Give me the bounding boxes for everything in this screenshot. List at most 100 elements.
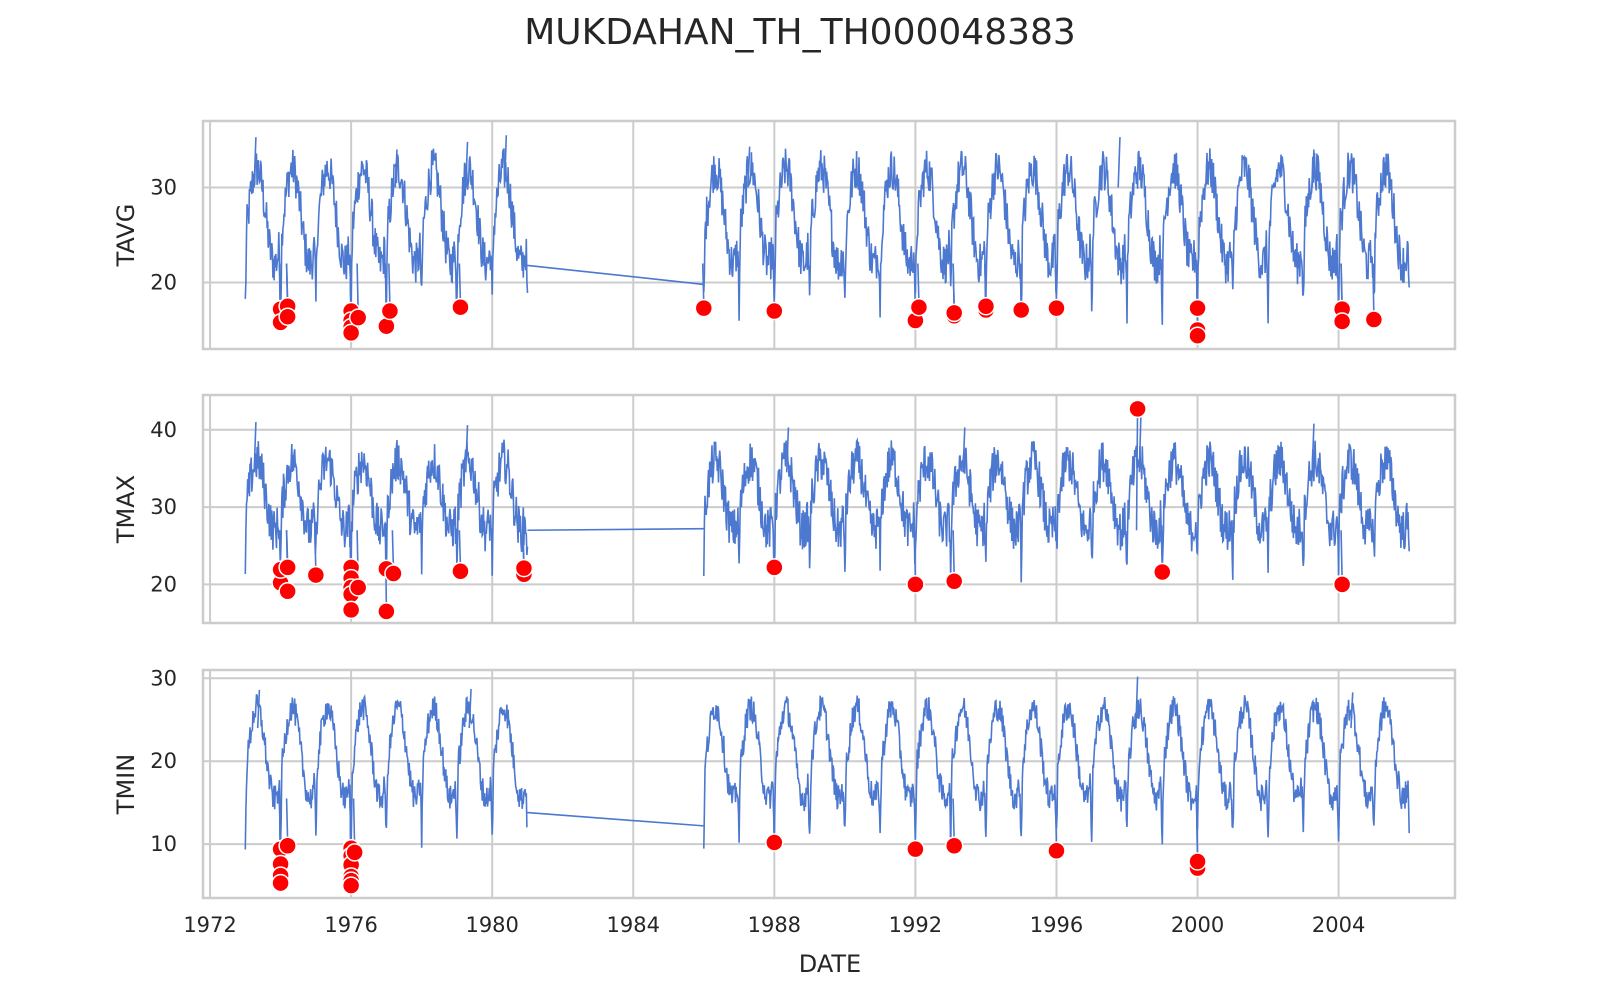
outlier-point [1188,852,1207,871]
outlier-point [306,565,326,585]
series-dip [1340,530,1343,581]
series-dip [772,798,776,839]
outlier-point [377,316,396,336]
outlier-point [1332,575,1352,594]
outlier-point [345,843,364,862]
outlier-point [348,578,368,597]
outlier-point [1011,300,1031,320]
outlier-point [694,298,714,318]
outlier-point [909,297,929,317]
y-tick-label: 20 [150,271,177,295]
outlier-point [944,572,964,591]
series-peak [503,135,508,188]
series-dip [913,530,917,581]
chart-title: MUKDAHAN_TH_TH000048383 [524,12,1076,53]
series-dip [278,530,282,566]
x-tick-label: 2004 [1312,913,1365,937]
y-tick-label: 30 [150,495,177,519]
series-gap-line [527,527,704,532]
subplot-tmax: 20 30 40 TMAX [112,393,1457,625]
series-dip [1054,798,1058,847]
series-dip [772,530,776,564]
series-dip [952,530,955,578]
series-peak [1350,692,1354,729]
series-peak [468,689,472,729]
y-axis-label: TMIN [112,754,140,815]
series-dip [952,798,955,842]
outlier-point [271,873,290,893]
outlier-point [380,301,400,321]
series-peak [1135,676,1139,729]
x-tick-label: 1976 [324,913,377,937]
x-tick-label: 1972 [183,913,236,937]
subplot-tmin: 10 20 30 TMIN [112,666,1457,900]
series-dip [1054,263,1058,305]
outlier-point [1047,841,1066,860]
outlier-point [514,558,534,578]
series-peak [253,422,257,473]
series-peak [1117,137,1121,188]
series-dip [458,263,462,304]
series-dip [458,530,462,568]
outlier-point [1047,298,1066,318]
series-peak [785,427,790,473]
outlier-point [906,839,925,859]
y-tick-label: 30 [150,666,177,690]
outlier-point [377,602,396,621]
y-axis-label: TAVG [112,204,140,268]
series-dip [388,263,391,308]
series-peak [464,141,469,188]
subplot-frame [201,668,1457,900]
series-gap-line [527,264,704,286]
subplot-frame [201,393,1457,625]
series-dip [1195,798,1199,858]
outlier-point [1188,298,1207,318]
y-tick-label: 20 [150,572,177,596]
outlier-point [348,308,368,327]
outlier-point [341,600,361,620]
series-dip [913,798,917,846]
outlier-point [765,301,784,321]
series-dip [1019,263,1023,307]
series-peak [464,425,469,473]
outlier-point [1153,562,1172,582]
outlier-point [278,307,297,326]
outlier-point [906,575,925,594]
series-line [244,148,1410,325]
series-gap-line [527,811,704,827]
outlier-point [1188,326,1207,345]
outlier-point [278,836,297,856]
series-dip [952,263,955,309]
outlier-point [341,323,361,343]
series-peak [253,137,257,188]
series-dip [313,530,317,572]
series-dip [1195,263,1199,332]
series-dip [984,263,987,303]
outlier-point [278,582,297,601]
series-dip [1160,530,1164,569]
series-line [244,437,1410,583]
series-dip [1135,404,1139,531]
x-tick-label: 1992 [889,913,942,937]
outlier-point [765,833,784,852]
series-peak [1311,149,1315,188]
y-tick-label: 30 [150,176,177,200]
outlier-point [944,836,964,856]
outlier-point [976,297,996,316]
series-dip [522,530,525,565]
outlier-point [278,558,297,577]
x-axis-label: DATE [799,950,861,978]
outlier-point [384,564,403,583]
series-peak [747,146,751,188]
outlier-point [451,561,470,581]
series-line [244,693,1410,852]
x-tick-label: 1988 [748,913,801,937]
x-tick-label: 2000 [1171,913,1224,937]
series-dip [917,263,920,304]
subplot-frame [201,119,1457,351]
x-tick-label: 1980 [465,913,518,937]
outlier-point [451,297,470,317]
series-peak [256,689,261,729]
x-tick-label: 1996 [1030,913,1083,937]
